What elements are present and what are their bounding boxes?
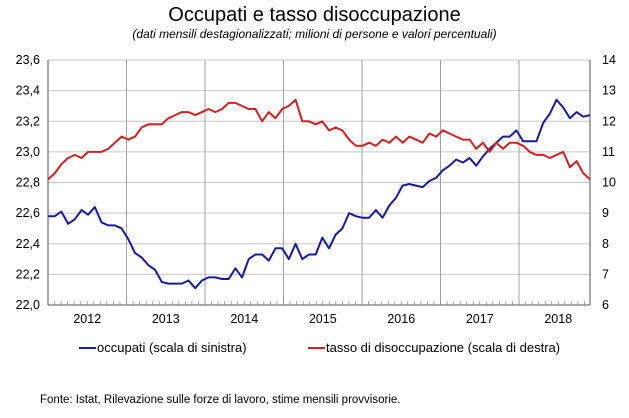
y-left-tick: 23,6	[16, 53, 40, 67]
series-disoccupazione-line	[47, 98, 591, 181]
y-left-tick: 22,2	[16, 267, 40, 281]
y-left-tick: 22,6	[16, 206, 40, 220]
legend-item-tasso: tasso di disoccupazione (scala di destra…	[308, 340, 560, 355]
y-left-tick: 22,0	[16, 298, 40, 312]
legend-label: occupati (scala di sinistra)	[97, 340, 247, 355]
y-right-tick: 12	[602, 114, 616, 128]
y-right-tick: 9	[602, 206, 609, 220]
y-right-tick: 6	[602, 298, 609, 312]
y-right-tick: 8	[602, 237, 609, 251]
legend-label: tasso di disoccupazione (scala di destra…	[326, 340, 561, 355]
y-right-tick: 13	[602, 84, 616, 98]
x-tick-label: 2016	[387, 312, 415, 326]
y-left-tick: 22,4	[16, 237, 40, 251]
chart-subtitle: (dati mensili destagionalizzati; milioni…	[132, 27, 497, 41]
series-occupati-line	[48, 98, 591, 290]
y-left-tick: 23,2	[16, 114, 40, 128]
y-right-tick: 11	[602, 145, 615, 159]
legend-swatch-red	[308, 346, 325, 349]
chart-title: Occupati e tasso disoccupazione	[168, 4, 461, 26]
x-tick-label: 2014	[230, 312, 258, 326]
x-tick-label: 2018	[544, 312, 572, 326]
y-right-tick: 10	[602, 176, 616, 190]
source-note: Fonte: Istat, Rilevazione sulle forze di…	[40, 394, 401, 406]
x-tick-label: 2017	[466, 312, 494, 326]
legend-item-occupati: occupati (scala di sinistra)	[79, 340, 247, 355]
y-right-tick: 7	[602, 267, 609, 281]
legend-swatch-blue	[79, 346, 96, 349]
x-tick-label: 2012	[73, 312, 101, 326]
y-right-tick: 14	[602, 53, 616, 67]
y-left-tick: 23,0	[16, 145, 40, 159]
y-left-tick: 23,4	[16, 84, 40, 98]
y-left-tick: 22,8	[16, 176, 40, 190]
x-tick-label: 2015	[309, 312, 337, 326]
chart-plot: 22,0 6 22,2 7 22,4 8 22,6 9 22,8 10 23,0 11 23,2 12 23…	[16, 53, 616, 326]
x-tick-label: 2013	[152, 312, 180, 326]
